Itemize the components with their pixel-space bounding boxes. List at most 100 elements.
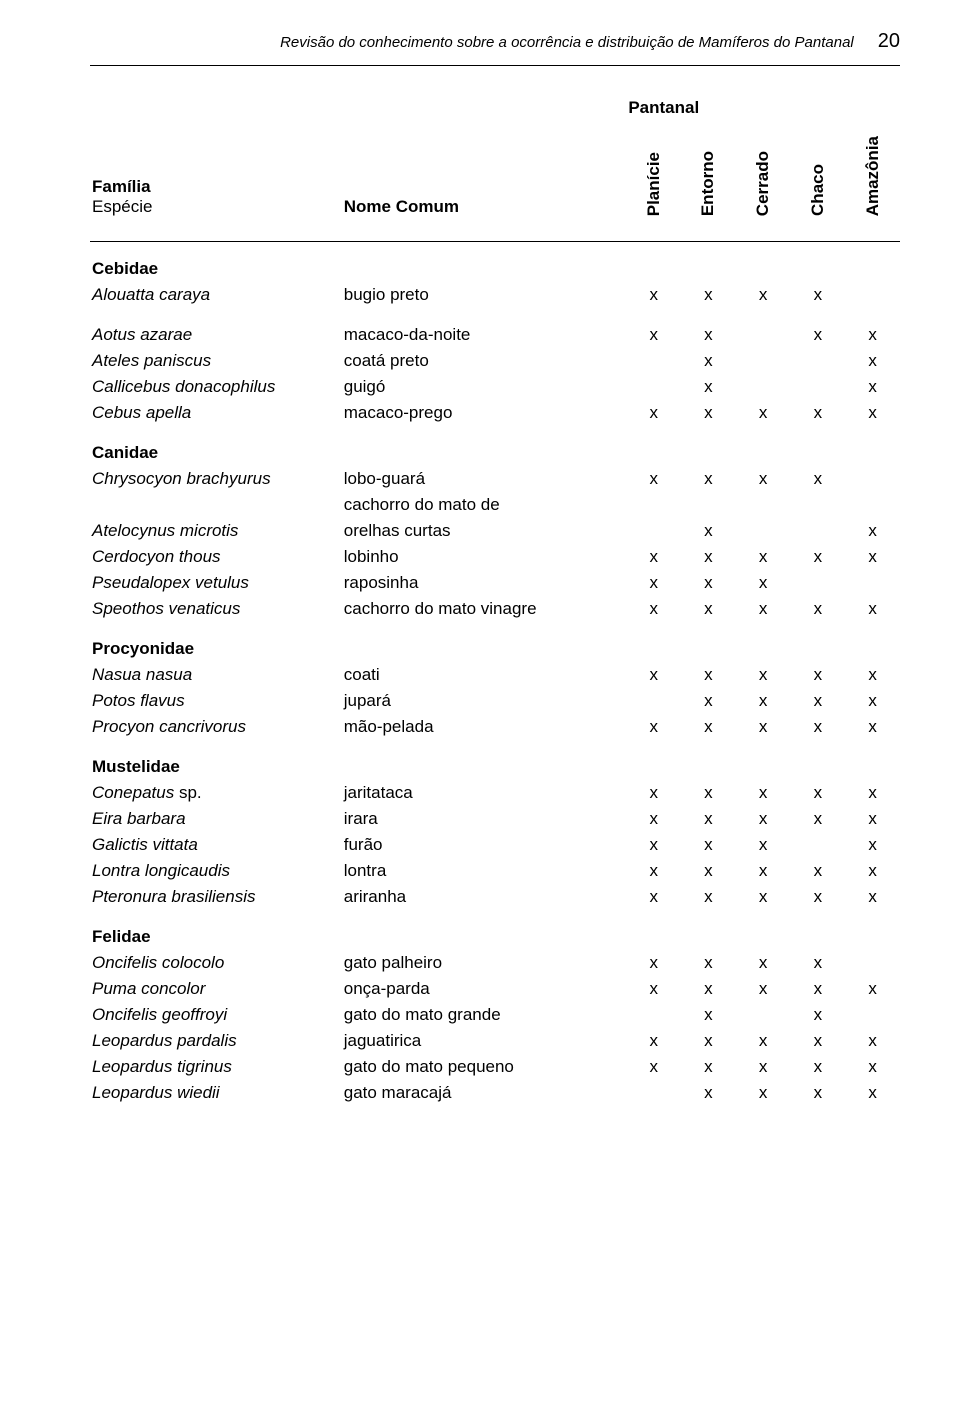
presence-cell — [791, 374, 846, 400]
common-name: macaco-prego — [342, 400, 627, 426]
species-name: Pteronura brasiliensis — [90, 884, 342, 910]
family-name: Cebidae — [90, 256, 900, 282]
common-name: gato palheiro — [342, 950, 627, 976]
presence-cell: x — [845, 596, 900, 622]
presence-cell — [626, 1002, 681, 1028]
presence-cell — [845, 570, 900, 596]
species-name: Leopardus tigrinus — [90, 1054, 342, 1080]
table-row: Callicebus donacophilusguigóxx — [90, 374, 900, 400]
presence-cell: x — [845, 1080, 900, 1106]
presence-cell: x — [626, 596, 681, 622]
common-name: irara — [342, 806, 627, 832]
presence-cell: x — [681, 348, 736, 374]
presence-cell: x — [681, 466, 736, 492]
species-name: Cebus apella — [90, 400, 342, 426]
presence-cell: x — [791, 1002, 846, 1028]
presence-cell: x — [736, 662, 791, 688]
presence-cell: x — [681, 688, 736, 714]
species-name: Nasua nasua — [90, 662, 342, 688]
presence-cell — [845, 492, 900, 518]
presence-cell: x — [791, 688, 846, 714]
presence-cell: x — [845, 348, 900, 374]
presence-cell: x — [791, 780, 846, 806]
family-row: Felidae — [90, 924, 900, 950]
family-name: Procyonidae — [90, 636, 900, 662]
species-name: Oncifelis colocolo — [90, 950, 342, 976]
presence-cell: x — [845, 322, 900, 348]
presence-cell: x — [681, 884, 736, 910]
common-name: jupará — [342, 688, 627, 714]
presence-cell: x — [681, 832, 736, 858]
species-table: Família Espécie Nome Comum Pantanal Plan… — [90, 94, 900, 1106]
species-name: Lontra longicaudis — [90, 858, 342, 884]
presence-cell: x — [626, 858, 681, 884]
presence-cell: x — [681, 518, 736, 544]
presence-cell: x — [845, 544, 900, 570]
presence-cell: x — [736, 466, 791, 492]
presence-cell: x — [845, 688, 900, 714]
presence-cell: x — [736, 282, 791, 308]
presence-cell: x — [736, 884, 791, 910]
presence-cell: x — [736, 858, 791, 884]
family-name: Canidae — [90, 440, 900, 466]
running-header: Revisão do conhecimento sobre a ocorrênc… — [90, 30, 900, 66]
presence-cell: x — [681, 282, 736, 308]
presence-cell: x — [626, 884, 681, 910]
presence-cell: x — [736, 832, 791, 858]
presence-cell: x — [626, 282, 681, 308]
species-name: Ateles paniscus — [90, 348, 342, 374]
table-row: Conepatus sp.jaritatacaxxxxx — [90, 780, 900, 806]
presence-cell: x — [626, 1054, 681, 1080]
species-name: Aotus azarae — [90, 322, 342, 348]
running-header-text: Revisão do conhecimento sobre a ocorrênc… — [280, 34, 854, 51]
col-header-entorno: Entorno — [681, 136, 736, 227]
table-row: Alouatta carayabugio pretoxxxx — [90, 282, 900, 308]
table-row: cachorro do mato de — [90, 492, 900, 518]
presence-cell: x — [791, 322, 846, 348]
common-name: gato maracajá — [342, 1080, 627, 1106]
species-name: Alouatta caraya — [90, 282, 342, 308]
common-name: gato do mato pequeno — [342, 1054, 627, 1080]
species-name: Galictis vittata — [90, 832, 342, 858]
presence-cell: x — [845, 884, 900, 910]
presence-cell — [626, 492, 681, 518]
table-row: Oncifelis colocologato palheiroxxxx — [90, 950, 900, 976]
table-row: Leopardus tigrinusgato do mato pequenoxx… — [90, 1054, 900, 1080]
presence-cell: x — [791, 282, 846, 308]
presence-cell: x — [626, 662, 681, 688]
col-header-family-species: Família Espécie — [90, 94, 342, 227]
presence-cell: x — [791, 806, 846, 832]
presence-cell: x — [681, 570, 736, 596]
presence-cell: x — [626, 714, 681, 740]
species-name: Pseudalopex vetulus — [90, 570, 342, 596]
presence-cell — [791, 518, 846, 544]
species-name: Atelocynus microtis — [90, 518, 342, 544]
presence-cell: x — [681, 858, 736, 884]
table-row: Oncifelis geoffroyigato do mato grandexx — [90, 1002, 900, 1028]
species-name: Procyon cancrivorus — [90, 714, 342, 740]
presence-cell: x — [626, 832, 681, 858]
presence-cell — [845, 466, 900, 492]
presence-cell: x — [845, 518, 900, 544]
family-row: Canidae — [90, 440, 900, 466]
presence-cell: x — [626, 400, 681, 426]
presence-cell: x — [626, 570, 681, 596]
presence-cell: x — [626, 806, 681, 832]
presence-cell: x — [626, 322, 681, 348]
presence-cell: x — [845, 976, 900, 1002]
common-name: jaritataca — [342, 780, 627, 806]
common-name: coati — [342, 662, 627, 688]
presence-cell: x — [736, 780, 791, 806]
presence-cell: x — [736, 714, 791, 740]
presence-cell: x — [681, 400, 736, 426]
common-name: lobinho — [342, 544, 627, 570]
table-row: Ateles paniscuscoatá pretoxx — [90, 348, 900, 374]
presence-cell: x — [845, 832, 900, 858]
presence-cell: x — [626, 976, 681, 1002]
presence-cell: x — [736, 688, 791, 714]
common-name: lontra — [342, 858, 627, 884]
col-header-planicie: Planície — [626, 136, 681, 227]
species-name: Speothos venaticus — [90, 596, 342, 622]
presence-cell — [736, 322, 791, 348]
presence-cell — [626, 1080, 681, 1106]
